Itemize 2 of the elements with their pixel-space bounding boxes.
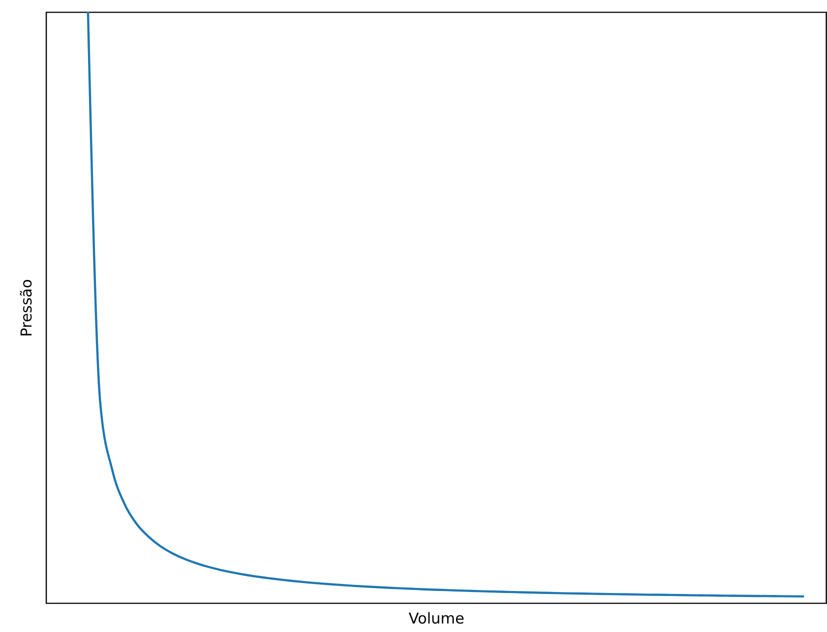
y-axis-title: Pressão (18, 279, 36, 337)
x-axis-title: Volume (408, 610, 464, 628)
